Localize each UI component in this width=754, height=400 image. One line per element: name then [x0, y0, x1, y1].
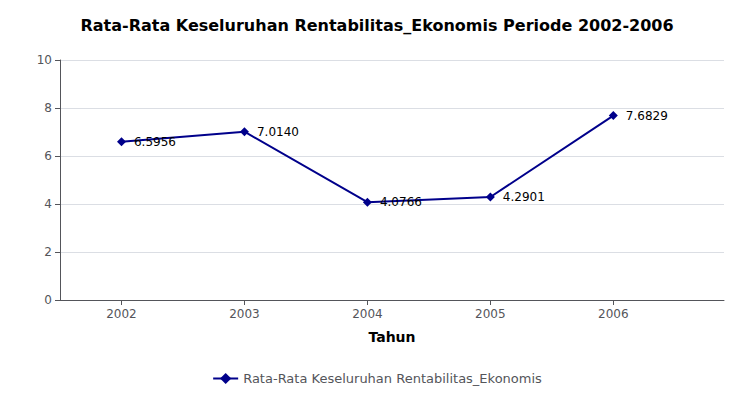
svg-text:2004: 2004 — [352, 307, 383, 321]
svg-text:2005: 2005 — [475, 307, 506, 321]
svg-text:0: 0 — [44, 293, 52, 307]
svg-text:Tahun: Tahun — [368, 329, 415, 345]
svg-text:4: 4 — [44, 197, 52, 211]
svg-text:4.0766: 4.0766 — [380, 195, 422, 209]
svg-text:7.6829: 7.6829 — [626, 109, 668, 123]
svg-text:2003: 2003 — [229, 307, 260, 321]
svg-text:4.2901: 4.2901 — [503, 190, 545, 204]
svg-text:2: 2 — [44, 245, 52, 259]
svg-text:7.0140: 7.0140 — [257, 125, 299, 139]
svg-text:Rata-Rata Keseluruhan Rentabil: Rata-Rata Keseluruhan Rentabilitas_Ekono… — [243, 371, 542, 386]
svg-text:2002: 2002 — [106, 307, 137, 321]
svg-text:6.5956: 6.5956 — [134, 135, 176, 149]
svg-text:6: 6 — [44, 149, 52, 163]
svg-text:8: 8 — [44, 101, 52, 115]
svg-text:Rata-Rata Keseluruhan Rentabil: Rata-Rata Keseluruhan Rentabilitas_Ekono… — [80, 16, 673, 35]
svg-text:10: 10 — [37, 53, 52, 67]
svg-text:2006: 2006 — [598, 307, 629, 321]
